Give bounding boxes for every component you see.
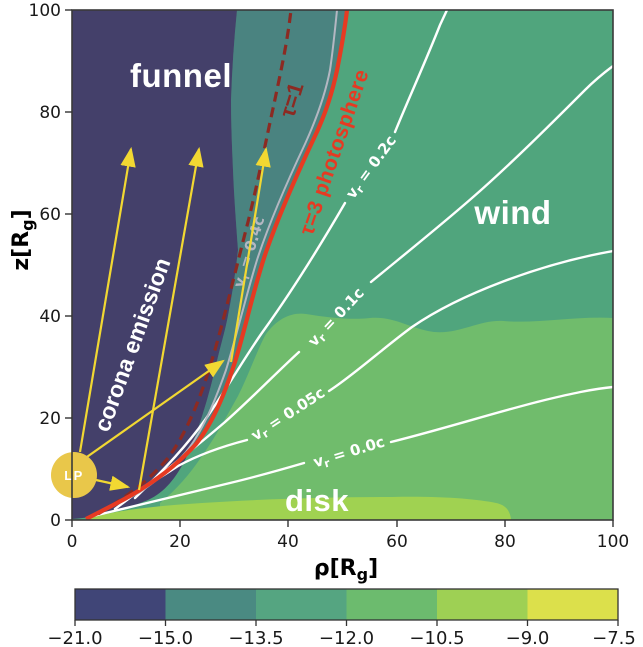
plot-frame xyxy=(71,9,614,521)
corona-arrow-to-disk xyxy=(95,475,131,491)
cb-tick-7: −7.5 xyxy=(592,628,636,647)
contour-vr-02c-left xyxy=(133,201,347,500)
colorbar-ticks xyxy=(74,620,619,626)
corona-arrow-up-2 xyxy=(137,146,204,491)
x-tick-60: 60 xyxy=(386,532,408,552)
y-tick-100: 100 xyxy=(29,1,61,21)
colorbar-seg-3 xyxy=(256,589,347,620)
x-axis-title: ρ[Rg] xyxy=(314,556,378,584)
colorbar: −21.0 −15.0 −13.5 −12.0 −10.5 −9.0 −7.5 xyxy=(47,588,636,647)
funnel-region xyxy=(72,10,238,519)
y-axis-ticks xyxy=(65,9,72,521)
photosphere-line xyxy=(85,10,350,520)
colorbar-seg-2 xyxy=(165,589,256,620)
lamp-post-label: LP xyxy=(64,468,84,483)
cb-tick-4: −12.0 xyxy=(319,628,374,647)
x-tick-100: 100 xyxy=(597,532,629,552)
cb-tick-3: −13.5 xyxy=(228,628,283,647)
colorbar-seg-4 xyxy=(346,589,437,620)
contour-vr-005c-right xyxy=(327,249,613,393)
corona-arrow-up-1 xyxy=(78,146,136,453)
x-tick-20: 20 xyxy=(169,532,191,552)
colorbar-labels: −21.0 −15.0 −13.5 −12.0 −10.5 −9.0 −7.5 xyxy=(47,628,635,647)
y-axis-title: z[Rg] xyxy=(9,209,37,270)
x-tick-0: 0 xyxy=(67,532,78,552)
contour-vr-02c-right xyxy=(393,10,449,134)
y-tick-60: 60 xyxy=(39,205,61,225)
tau1-line xyxy=(97,10,293,516)
x-tick-80: 80 xyxy=(494,532,516,552)
colorbar-seg-6 xyxy=(527,589,618,620)
y-tick-0: 0 xyxy=(50,511,61,531)
x-axis-ticks xyxy=(71,520,614,527)
inner-wind-region xyxy=(160,313,613,520)
lamp-post-circle xyxy=(51,452,97,498)
contour-vr-00c-left xyxy=(87,461,306,519)
cb-tick-6: −9.0 xyxy=(506,628,550,647)
corona-arrow-up-3 xyxy=(229,146,271,363)
corona-arrows xyxy=(78,146,271,491)
corona-arrow-to-photosphere xyxy=(83,359,225,460)
y-tick-80: 80 xyxy=(39,103,61,123)
sheath-region xyxy=(90,10,347,516)
x-axis-labels: 0 20 40 60 80 100 xyxy=(67,532,630,552)
wind-label: wind xyxy=(473,194,551,231)
x-tick-40: 40 xyxy=(277,532,299,552)
y-tick-40: 40 xyxy=(39,307,61,327)
disk-region xyxy=(87,496,511,520)
funnel-label: funnel xyxy=(130,57,232,94)
cb-tick-1: −21.0 xyxy=(47,628,102,647)
cb-tick-2: −15.0 xyxy=(138,628,193,647)
disk-label: disk xyxy=(285,483,349,518)
contour-vr-01c-right xyxy=(369,64,613,284)
contour-vr-00c-right xyxy=(389,385,613,444)
colorbar-seg-1 xyxy=(75,589,166,620)
y-tick-20: 20 xyxy=(39,409,61,429)
cb-tick-5: −10.5 xyxy=(409,628,464,647)
colorbar-seg-5 xyxy=(437,589,528,620)
y-axis-labels: 100 80 60 40 20 0 xyxy=(29,1,61,531)
